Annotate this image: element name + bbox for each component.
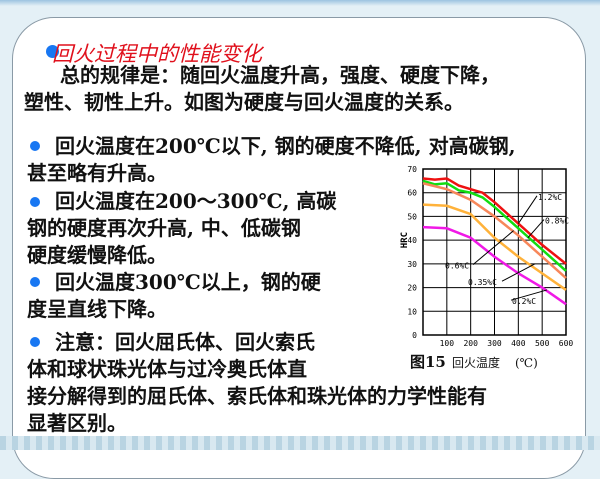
bullet-icon xyxy=(30,337,40,347)
series-line-0.2%C xyxy=(422,225,567,306)
series-line-0.6%C xyxy=(422,182,567,280)
bullet-icon xyxy=(30,197,40,207)
title-bullet-icon xyxy=(46,45,59,58)
x-tick-label: 500 xyxy=(535,339,550,348)
x-axis-label: 回火温度 xyxy=(452,356,501,370)
bullet-line: 回火温度300℃以上，钢的硬 xyxy=(55,270,321,294)
y-tick-label: 50 xyxy=(407,212,417,221)
intro-line: 塑性、韧性上升。如图为硬度与回火温度的关系。 xyxy=(24,90,464,114)
intro-line: 总的规律是：随回火温度升高，强度、硬度下降， xyxy=(60,63,500,87)
slide-title: 回火过程中的性能变化 xyxy=(52,42,262,66)
bullet-line: 甚至略有升高。 xyxy=(27,161,167,185)
label-leader xyxy=(527,219,545,239)
figure-number: 图15 xyxy=(410,353,446,371)
x-tick-label: 600 xyxy=(559,339,574,348)
bullet-line: 回火温度在200℃以下, 钢的硬度不降低, 对高碳钢, xyxy=(55,134,516,158)
x-tick-label: 400 xyxy=(511,339,526,348)
y-tick-label: 40 xyxy=(407,236,417,245)
y-tick-label: 0 xyxy=(412,331,417,340)
bullet-icon xyxy=(30,277,40,287)
label-leader xyxy=(517,195,538,224)
series-label: 0.2%C xyxy=(512,297,536,306)
series-label: 0.8%C xyxy=(545,217,569,226)
label-leader xyxy=(472,230,514,265)
series-label: 0.35%C xyxy=(468,278,497,287)
y-axis-label: HRC xyxy=(400,232,410,248)
label-leader xyxy=(510,289,548,301)
y-tick-label: 30 xyxy=(407,260,417,269)
series-line-1.2%C xyxy=(422,177,567,265)
y-tick-label: 20 xyxy=(407,284,417,293)
series-label: 0.6%C xyxy=(445,262,469,271)
series-line-0.35%C xyxy=(422,203,567,291)
y-tick-label: 10 xyxy=(407,307,417,316)
x-tick-label: 200 xyxy=(463,339,478,348)
series-line-0.8%C xyxy=(422,179,567,272)
y-tick-label: 70 xyxy=(407,165,417,174)
hardness-chart: 0 10 20 30 40 50 60 70 100 200 300 400 500 600 HRC 1.2%… xyxy=(400,165,574,348)
bullet-line: 注意：回火屈氏体、回火索氏 xyxy=(55,330,315,354)
bullet-line: 显著区别。 xyxy=(27,411,127,435)
bullet-line: 钢的硬度再次升高, 中、低碳钢 xyxy=(27,216,301,240)
wave-decoration xyxy=(0,436,600,450)
top-bar xyxy=(0,0,600,6)
x-axis-unit: (℃) xyxy=(515,356,538,370)
bullet-icon xyxy=(30,141,40,151)
x-tick-label: 100 xyxy=(440,339,455,348)
y-tick-label: 60 xyxy=(407,189,417,198)
bullet-line: 回火温度在200～300℃, 高碳 xyxy=(55,189,337,213)
bullet-line: 硬度缓慢降低。 xyxy=(27,243,167,267)
bullet-line: 接分解得到的屈氏体、索氏体和珠光体的力学性能有 xyxy=(27,384,487,408)
bullet-line: 度呈直线下降。 xyxy=(27,297,167,321)
bullet-line: 体和球状珠光体与过冷奥氏体直 xyxy=(27,357,307,381)
series-label: 1.2%C xyxy=(538,193,562,202)
x-tick-label: 300 xyxy=(487,339,502,348)
label-leader xyxy=(501,263,536,282)
